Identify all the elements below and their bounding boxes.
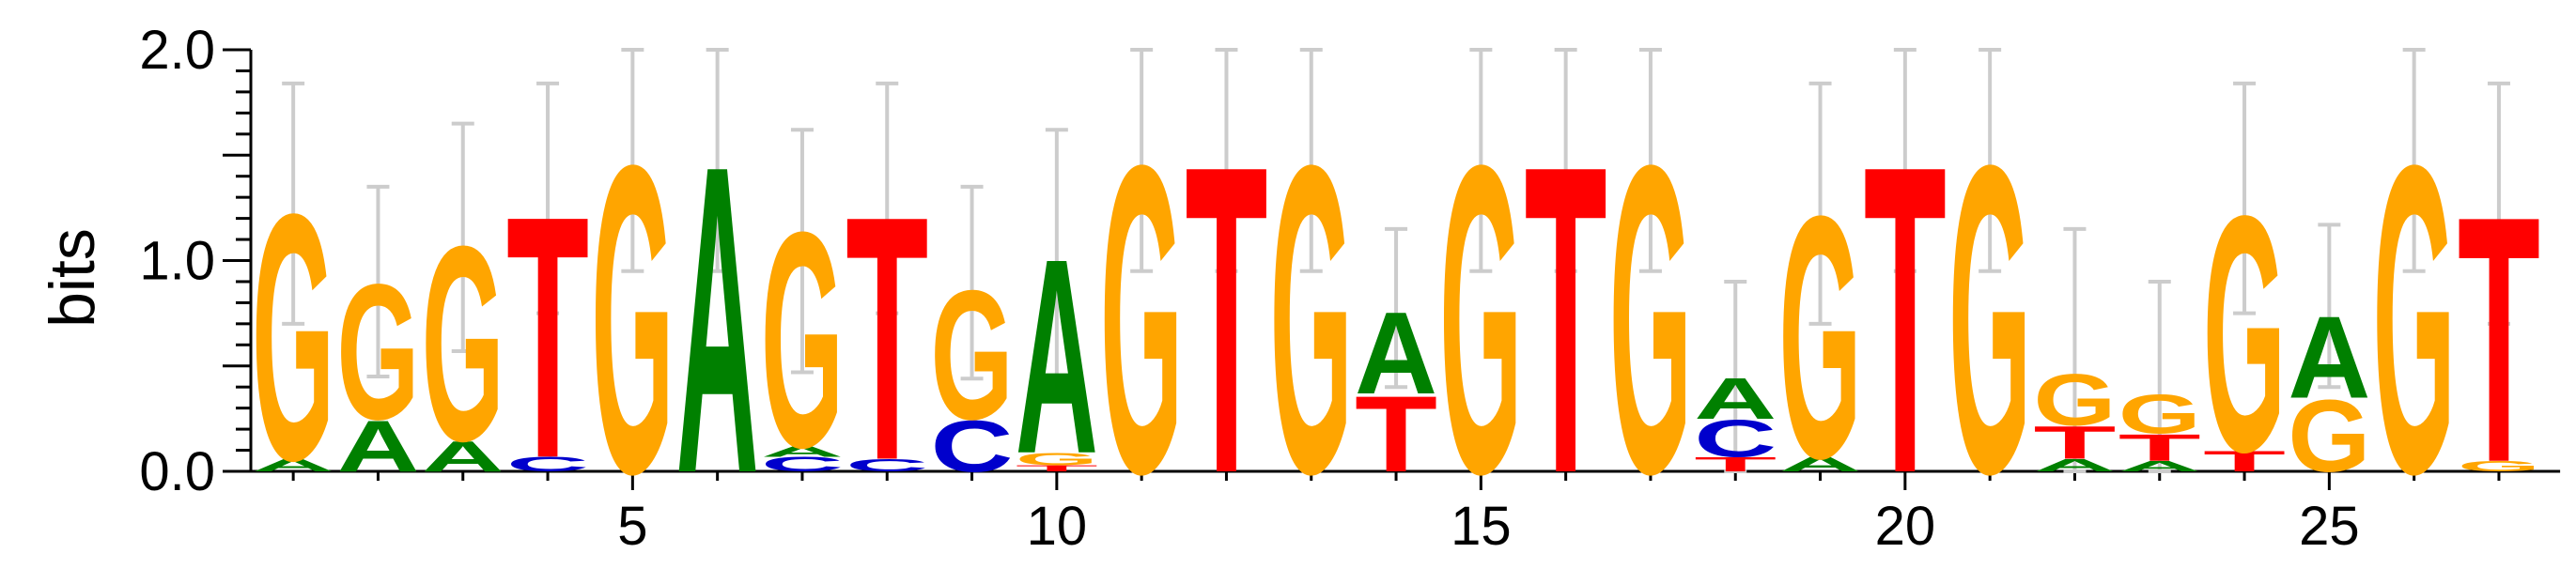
logo-letter-G: G <box>2203 146 2286 523</box>
logo-letter-G: G <box>1100 75 1183 565</box>
logo-letter-A: A <box>2118 458 2201 474</box>
logo-letter-A: A <box>1779 453 1862 475</box>
logo-letter-T: T <box>1355 374 1437 495</box>
axes-group: 0.0 1.0 2.0 5 10 15 20 25 <box>139 20 2561 557</box>
logo-letter-T: T <box>2033 416 2116 469</box>
logo-letter-G: G <box>1439 75 1522 565</box>
logo-letter-G: G <box>761 167 844 511</box>
logo-letter-G: G <box>2033 359 2116 440</box>
logo-letter-C: C <box>846 455 928 475</box>
logo-letter-G: G <box>591 75 674 565</box>
logo-letter-T: T <box>1016 464 1098 473</box>
logo-letter-C: C <box>506 453 589 475</box>
logo-letter-T: T <box>506 145 589 530</box>
logo-letter-G: G <box>2458 458 2540 474</box>
logo-letter-G: G <box>1270 75 1353 565</box>
logo-letter-T: T <box>2118 426 2201 469</box>
x-tick-label: 5 <box>617 496 647 557</box>
y-axis-title: bits <box>37 228 108 328</box>
logo-letter-A: A <box>422 431 504 481</box>
logo-letter-T: T <box>846 143 928 532</box>
logo-letter-A: A <box>2033 455 2116 475</box>
logo-letter-C: C <box>931 405 1014 487</box>
logo-letter-G: G <box>1609 75 1692 565</box>
x-tick-label: 25 <box>2299 496 2360 557</box>
logo-letter-A: A <box>1694 365 1777 431</box>
y-tick-label: 0.0 <box>139 441 215 502</box>
logo-letter-G: G <box>2118 383 2201 445</box>
logo-letter-G: G <box>422 188 504 499</box>
y-tick-label: 2.0 <box>139 20 215 81</box>
logo-letter-G: G <box>1948 75 2031 565</box>
x-tick-label: 10 <box>1027 496 1088 557</box>
logo-letter-G: G <box>2373 75 2456 565</box>
logo-letter-G: G <box>1016 450 1098 469</box>
logo-letter-G: G <box>252 141 334 533</box>
logo-letter-T: T <box>1694 453 1777 475</box>
x-tick-label: 20 <box>1875 496 1936 557</box>
x-tick-label: 15 <box>1451 496 1512 557</box>
logo-letter-T: T <box>1864 75 1947 565</box>
logo-letter-T: T <box>1525 75 1607 565</box>
logo-letter-G: G <box>1779 145 1862 530</box>
logo-letter-G: G <box>336 245 419 460</box>
logo-letter-A: A <box>676 75 759 564</box>
logo-letter-G: G <box>931 252 1014 457</box>
logo-letter-T: T <box>2203 445 2286 478</box>
logo-letter-G: G <box>2288 378 2370 494</box>
logo-letter-A: A <box>252 455 334 475</box>
logo-letter-A: A <box>2288 292 2370 423</box>
logo-letter-A: A <box>1016 201 1098 512</box>
logo-letter-A: A <box>336 405 419 487</box>
logo-letter-A: A <box>1355 288 1437 420</box>
logo-letter-T: T <box>2458 144 2540 536</box>
y-tick-label: 1.0 <box>139 231 215 292</box>
logo-letter-C: C <box>761 453 844 475</box>
logo-letter-C: C <box>1694 409 1777 469</box>
logo-letter-T: T <box>1185 75 1267 565</box>
error-bars-group <box>282 48 2510 473</box>
logo-letter-A: A <box>761 443 844 459</box>
